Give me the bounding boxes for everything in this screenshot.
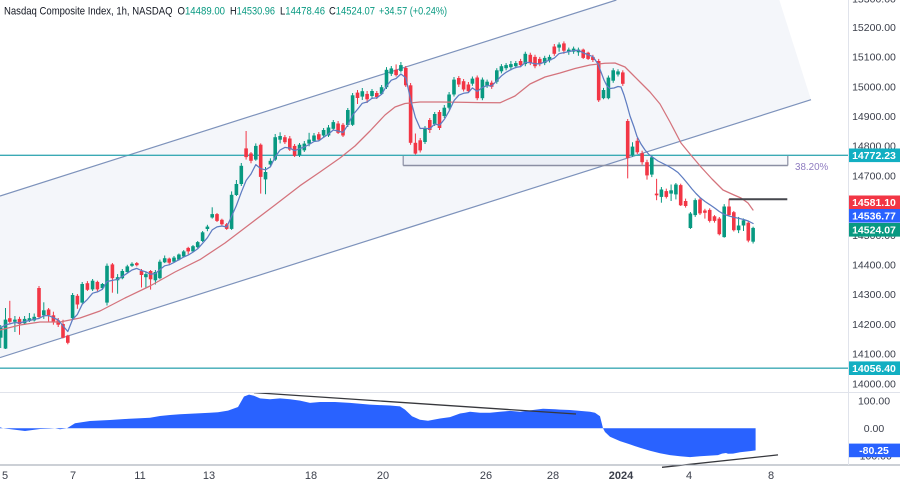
svg-text:38.20%: 38.20% [795, 162, 829, 173]
svg-text:0.00: 0.00 [864, 423, 885, 435]
svg-text:18: 18 [305, 470, 317, 482]
svg-text:15200.00: 15200.00 [852, 22, 896, 34]
svg-text:28: 28 [547, 470, 559, 482]
svg-text:20: 20 [377, 470, 389, 482]
svg-text:+34.57 (+0.24%): +34.57 (+0.24%) [379, 6, 447, 18]
svg-text:14400.00: 14400.00 [852, 260, 896, 272]
svg-text:14056.40: 14056.40 [852, 363, 896, 375]
svg-text:O14489.00: O14489.00 [178, 6, 226, 18]
svg-text:100.00: 100.00 [858, 396, 890, 408]
svg-text:14524.07: 14524.07 [852, 225, 896, 237]
svg-text:14300.00: 14300.00 [852, 289, 896, 301]
svg-text:7: 7 [70, 470, 76, 482]
svg-text:26: 26 [480, 470, 492, 482]
svg-text:14772.23: 14772.23 [852, 150, 896, 162]
svg-text:11: 11 [134, 470, 145, 482]
svg-text:-80.25: -80.25 [859, 445, 889, 457]
svg-text:5: 5 [2, 470, 8, 482]
svg-text:14200.00: 14200.00 [852, 319, 896, 331]
svg-text:15300.00: 15300.00 [852, 0, 896, 5]
svg-text:H14530.96: H14530.96 [230, 6, 275, 18]
svg-text:8: 8 [768, 470, 774, 482]
svg-text:15100.00: 15100.00 [852, 52, 896, 64]
svg-text:14536.77: 14536.77 [852, 211, 896, 223]
svg-text:14100.00: 14100.00 [852, 349, 896, 361]
svg-text:2024: 2024 [609, 470, 634, 482]
svg-text:4: 4 [686, 470, 692, 482]
svg-text:C14524.07: C14524.07 [329, 6, 375, 18]
svg-text:14581.10: 14581.10 [852, 197, 896, 209]
svg-text:13: 13 [203, 470, 215, 482]
svg-text:14900.00: 14900.00 [852, 111, 896, 123]
svg-text:14000.00: 14000.00 [852, 378, 896, 390]
svg-text:14700.00: 14700.00 [852, 170, 896, 182]
svg-text:Nasdaq Composite Index, 1h, NA: Nasdaq Composite Index, 1h, NASDAQ [4, 6, 173, 18]
svg-text:L14478.46: L14478.46 [280, 6, 325, 18]
svg-text:15000.00: 15000.00 [852, 81, 896, 93]
